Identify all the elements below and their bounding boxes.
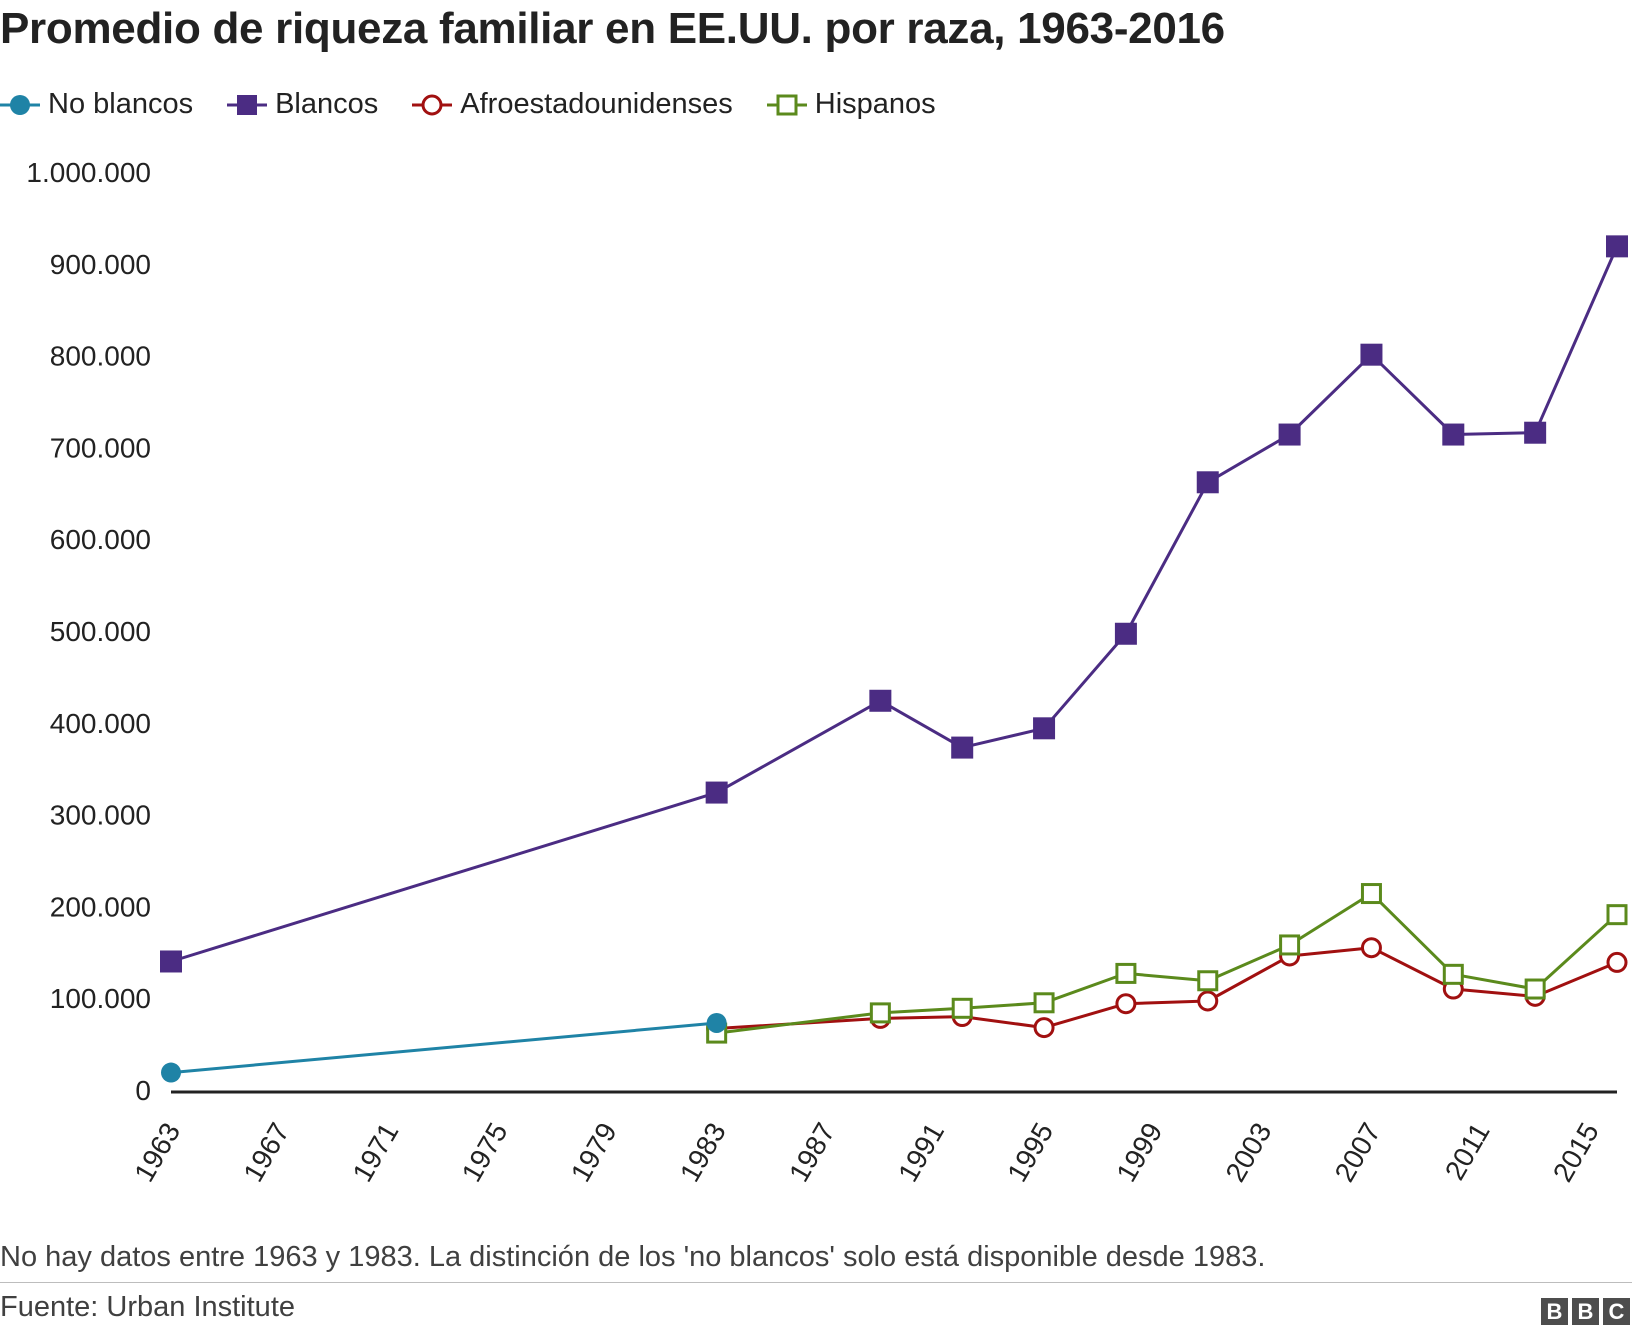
legend-item-blancos: Blancos	[227, 88, 378, 121]
x-axis-ticks: 1963 1967 1971 1975 1979 1983 1987 1991 1995 1999…	[128, 1118, 1605, 1187]
data-point-no-blancos	[161, 1062, 181, 1083]
x-tick-label: 1967	[237, 1118, 295, 1187]
line-chart: 0 100.000 200.000 300.000 400.000 500.000 600.…	[26, 157, 1628, 1187]
logo-letter: B	[1541, 1298, 1568, 1325]
x-tick-label: 1975	[456, 1118, 514, 1187]
data-point-blancos	[705, 781, 728, 804]
data-point-blancos	[160, 950, 182, 973]
chart-title: Promedio de riqueza familiar en EE.UU. p…	[0, 4, 1225, 53]
logo-letter: B	[1572, 1298, 1599, 1325]
y-tick-label: 200.000	[50, 891, 151, 922]
source-text: Fuente: Urban Institute	[0, 1291, 295, 1323]
legend-item-afroestadounidenses: Afroestadounidenses	[412, 88, 733, 121]
x-tick-label: 1995	[1001, 1118, 1059, 1187]
series-line-no-blancos	[170, 1021, 717, 1075]
data-point-hispanos	[951, 997, 973, 1019]
data-point-blancos	[1196, 471, 1219, 494]
y-tick-label: 1.000.000	[26, 157, 151, 188]
footer-divider	[0, 1282, 1632, 1283]
data-point-afroestadounidenses	[1033, 1017, 1055, 1039]
x-tick-label: 2007	[1329, 1118, 1387, 1187]
data-point-hispanos	[1524, 978, 1546, 1000]
chart-note: No hay datos entre 1963 y 1983. La disti…	[0, 1241, 1266, 1273]
x-tick-label: 2011	[1439, 1118, 1496, 1186]
legend-label-afroestadounidenses: Afroestadounidenses	[460, 88, 733, 120]
y-tick-label: 0	[135, 1075, 151, 1106]
y-tick-label: 800.000	[50, 341, 151, 372]
legend-marker-no-blancos	[0, 94, 40, 115]
logo-letter: C	[1603, 1298, 1630, 1325]
data-point-afroestadounidenses	[1606, 951, 1628, 973]
x-tick-label: 1979	[565, 1118, 623, 1187]
legend-item-hispanos: Hispanos	[766, 88, 936, 121]
data-point-hispanos	[1606, 904, 1628, 926]
legend-item-no-blancos: No blancos	[0, 88, 193, 121]
x-tick-label: 1971	[346, 1118, 404, 1187]
data-point-no-blancos	[706, 1012, 727, 1033]
x-tick-label: 2015	[1547, 1118, 1605, 1187]
y-tick-label: 400.000	[50, 708, 151, 739]
x-tick-label: 1983	[674, 1118, 732, 1187]
data-point-blancos	[1524, 421, 1547, 444]
y-axis-ticks: 0 100.000 200.000 300.000 400.000 500.000 600.…	[26, 157, 151, 1106]
bbc-logo: B B C	[1537, 1298, 1630, 1325]
legend-label-hispanos: Hispanos	[814, 88, 936, 120]
legend-marker-hispanos	[766, 94, 807, 115]
legend-marker-afroestadounidenses	[412, 94, 453, 115]
y-tick-label: 500.000	[50, 616, 151, 647]
legend-label-blancos: Blancos	[275, 88, 379, 120]
series-line-blancos	[170, 245, 1619, 963]
x-tick-label: 1999	[1110, 1118, 1168, 1187]
x-tick-label: 2003	[1220, 1118, 1278, 1187]
y-tick-label: 100.000	[50, 983, 151, 1014]
data-point-blancos	[951, 736, 974, 759]
x-tick-label: 1963	[128, 1118, 186, 1187]
data-point-hispanos	[1033, 992, 1055, 1014]
data-point-blancos	[1606, 235, 1628, 258]
series-line-hispanos	[716, 892, 1619, 1035]
data-point-hispanos	[1442, 963, 1464, 985]
data-point-hispanos	[1279, 934, 1301, 956]
data-point-blancos	[869, 689, 892, 712]
y-tick-label: 900.000	[50, 249, 151, 280]
data-point-blancos	[1442, 423, 1465, 446]
series-layer	[160, 235, 1628, 1083]
data-point-afroestadounidenses	[1197, 990, 1219, 1012]
x-tick-label: 1991	[892, 1118, 950, 1187]
data-point-blancos	[1114, 622, 1137, 645]
y-tick-label: 300.000	[50, 800, 151, 831]
y-tick-label: 600.000	[50, 524, 151, 555]
legend-marker-blancos	[227, 94, 268, 115]
data-point-hispanos	[1115, 962, 1137, 984]
data-point-hispanos	[1360, 883, 1382, 905]
data-point-afroestadounidenses	[1360, 937, 1382, 959]
data-point-hispanos	[1197, 970, 1219, 992]
y-tick-label: 700.000	[50, 432, 151, 463]
data-point-hispanos	[869, 1002, 891, 1024]
data-point-afroestadounidenses	[1115, 993, 1137, 1015]
legend: No blancos Blancos Afroestadounidenses H…	[0, 88, 970, 121]
data-point-blancos	[1033, 717, 1056, 740]
data-point-blancos	[1278, 423, 1301, 446]
legend-label-no-blancos: No blancos	[48, 88, 194, 120]
data-point-blancos	[1360, 343, 1383, 366]
x-tick-label: 1987	[783, 1118, 841, 1187]
